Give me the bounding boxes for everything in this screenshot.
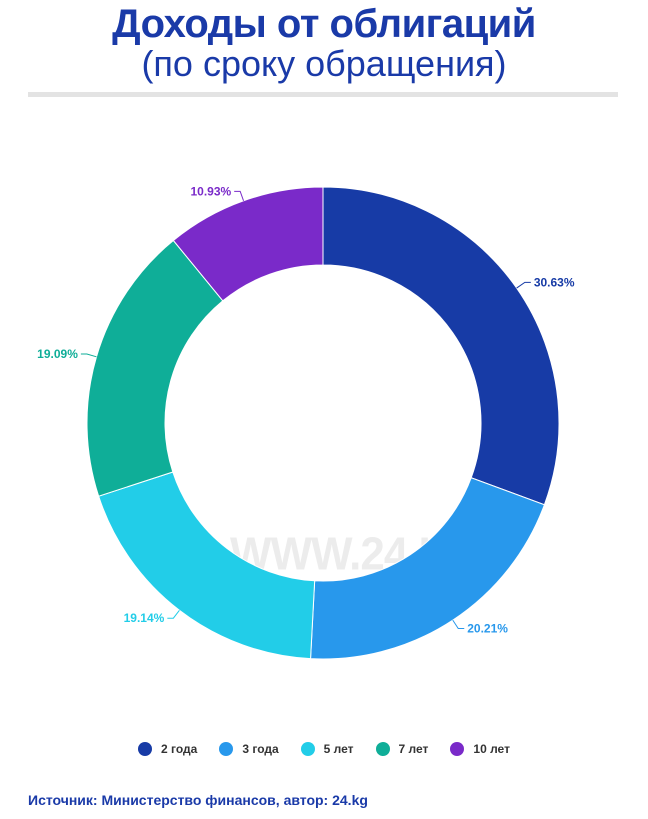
- legend-label-3: 5 лет: [323, 742, 354, 756]
- slice-1: [322, 186, 560, 506]
- legend-label-1: 2 года: [161, 742, 198, 756]
- legend-label-5: 10 лет: [473, 742, 510, 756]
- chart-subtitle: (по сроку обращения): [141, 43, 507, 84]
- legend-item-1: 2 года: [138, 742, 197, 756]
- legend-item-2: 3 года: [219, 742, 279, 756]
- slice-3: [98, 471, 316, 660]
- legend-swatch-5: [450, 742, 465, 756]
- legend-label-4: 7 лет: [398, 742, 429, 756]
- leader-line-4: [80, 353, 97, 358]
- data-label-4: 19.09%: [37, 347, 78, 361]
- legend-item-4: 7 лет: [375, 742, 429, 756]
- slice-4: [86, 239, 224, 497]
- legend-swatch-3: [300, 742, 315, 756]
- leader-line-3: [167, 609, 180, 619]
- source-note: Источник: Министерство финансов, автор: …: [28, 792, 368, 808]
- slice-2: [310, 477, 546, 660]
- data-labels: 30.63% 20.21% 19.14% 19.09% 10.93%: [37, 184, 575, 635]
- legend-swatch-2: [219, 742, 234, 756]
- title-divider: [28, 92, 618, 97]
- leader-line-1: [516, 281, 531, 289]
- data-label-5: 10.93%: [190, 184, 231, 198]
- legend-label-2: 3 года: [242, 742, 279, 756]
- legend-item-5: 10 лет: [450, 742, 510, 756]
- legend: 2 года 3 года 5 лет 7 лет 10 лет: [0, 742, 648, 756]
- legend-swatch-4: [375, 742, 390, 756]
- label-leader-lines: [80, 190, 531, 629]
- slice-5: [172, 186, 324, 302]
- data-label-2: 20.21%: [467, 621, 508, 635]
- data-label-3: 19.14%: [124, 611, 165, 625]
- leader-line-5: [234, 190, 245, 201]
- leader-line-2: [452, 619, 465, 629]
- legend-item-3: 5 лет: [300, 742, 354, 756]
- data-label-1: 30.63%: [534, 275, 575, 289]
- chart-title: Доходы от облигаций: [112, 2, 536, 46]
- legend-swatch-1: [138, 742, 153, 756]
- donut-slices: [86, 186, 560, 660]
